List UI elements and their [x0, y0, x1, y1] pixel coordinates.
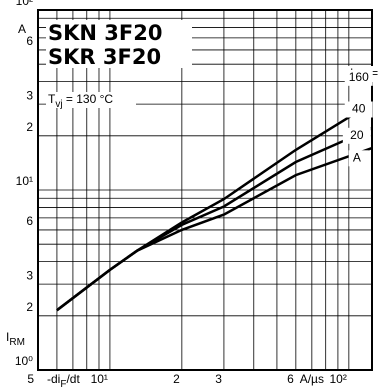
y-tick-label: 10¹ [16, 174, 33, 188]
y-axis-label-main: I [6, 330, 9, 344]
title-box [46, 20, 192, 68]
series-label: 160 [349, 70, 369, 84]
x-tick-label: 2 [173, 372, 180, 386]
condition: Tvj = 130 °C [48, 92, 113, 109]
y-tick-label: 3 [26, 88, 33, 102]
y-tick-label: 10² [16, 0, 33, 8]
x-unit: A/µs [300, 372, 324, 386]
condition-rest: = 130 °C [63, 92, 114, 106]
x-axis-label: -diF/dt [47, 372, 80, 389]
condition-bg [46, 92, 136, 108]
x-axis-label-sub: F [60, 379, 66, 389]
x-tick-label: 6 [287, 372, 294, 386]
series-label-bg [344, 69, 373, 86]
plot-frame [37, 9, 373, 371]
x-axis-label-rest: /dt [66, 372, 80, 386]
y-tick-label: 10⁰ [15, 354, 33, 368]
x-tick-label: 10² [330, 372, 347, 386]
y-tick-label: 2 [26, 120, 33, 134]
y-tick-label: 6 [26, 214, 33, 228]
series-line [56, 146, 373, 312]
y-tick-label: 6 [26, 34, 33, 48]
y-unit: A [18, 22, 26, 36]
condition-main: T [48, 92, 56, 106]
y-tick-label: 2 [26, 300, 33, 314]
y-axis-label-sub: RM [9, 337, 25, 348]
x-tick-label: 10¹ [91, 372, 108, 386]
series-label: 40 [352, 102, 366, 116]
y-tick-label: 3 [26, 268, 33, 282]
y-axis-label: IRM [6, 330, 25, 347]
x-axis-label-main: -di [47, 372, 60, 386]
chart-title: SKR 3F20 [48, 45, 161, 69]
x-tick-label: 5 [27, 372, 34, 386]
x-tick-label: 3 [215, 372, 222, 386]
legend-unit: A [353, 150, 361, 164]
series-label-bg [344, 101, 373, 118]
chart-title: SKN 3F20 [48, 21, 162, 45]
condition-sub: vj [55, 99, 62, 110]
series-label-bg [342, 127, 371, 144]
legend-unit-bg [348, 150, 369, 167]
legend-title-rest: = [368, 66, 378, 80]
series-label: 20 [350, 128, 364, 142]
